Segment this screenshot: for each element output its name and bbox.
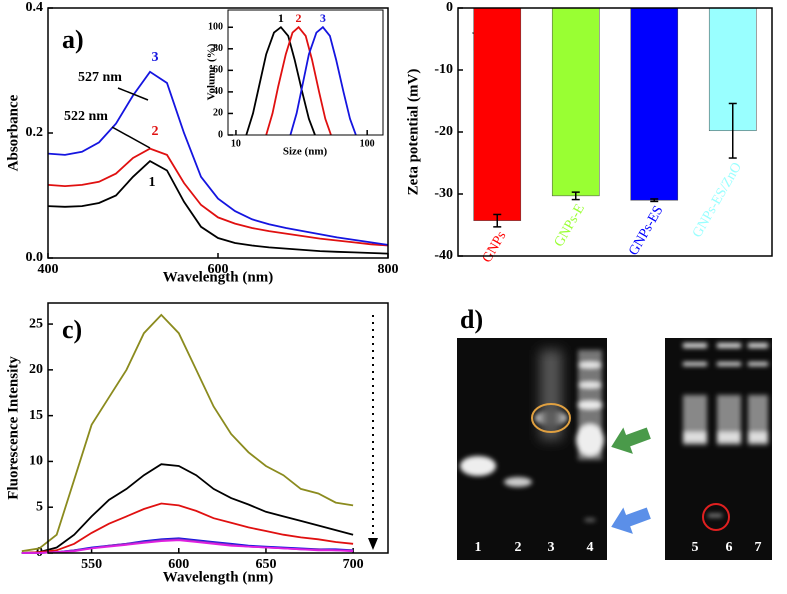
y-tick-label: 80: [213, 43, 223, 54]
y-tick-label: -20: [434, 124, 453, 139]
y-tick-label: 0: [218, 129, 223, 140]
lane-label: 4: [587, 540, 594, 555]
y-tick-label: 25: [29, 316, 43, 331]
arrow-head: [368, 538, 378, 550]
x-tick-label: 700: [343, 557, 364, 572]
curve-label: 1: [278, 11, 284, 25]
x-axis-label: Wavelength (nm): [163, 569, 273, 585]
line-series: [47, 147, 389, 247]
annotation-arrow: [117, 87, 149, 101]
y-tick-label: 5: [36, 499, 43, 514]
y-tick-label: 0: [446, 0, 453, 15]
y-tick-label: 20: [29, 362, 43, 377]
curve-label: 2: [296, 11, 302, 25]
plot-frame: [47, 302, 389, 554]
annotation-arrow: [111, 126, 151, 149]
line-series: [21, 463, 354, 554]
y-tick-label: 60: [213, 65, 223, 76]
y-tick-label: 15: [29, 408, 43, 423]
line-series: [47, 70, 389, 246]
y-tick-label: 20: [213, 108, 223, 119]
x-tick-label: GNPs-E: [552, 202, 588, 250]
y-tick-label: -30: [434, 186, 453, 201]
bar: [473, 7, 522, 221]
x-tick-label: 400: [38, 262, 59, 277]
line-series: [21, 313, 354, 553]
y-tick-label: 40: [213, 86, 223, 97]
x-tick-label: GNPs-ES: [626, 204, 666, 259]
x-tick-label: 600: [168, 557, 189, 572]
x-tick-label: 10: [231, 138, 241, 149]
y-tick-label: 0.2: [26, 125, 44, 140]
x-tick-label: 650: [255, 557, 276, 572]
x-tick-label: 600: [208, 262, 229, 277]
line-series: [265, 25, 332, 136]
bar: [551, 7, 600, 197]
plot-frame: [457, 7, 773, 257]
y-axis-label: Absorbance: [5, 94, 21, 171]
x-axis-label: Size (nm): [283, 146, 328, 158]
bar: [630, 7, 679, 201]
lane-label: 7: [755, 540, 762, 555]
line-series: [21, 539, 354, 554]
lane-label: 3: [548, 540, 555, 555]
y-axis-label: Volume (%): [206, 43, 218, 100]
x-tick-label: GNPs-ES/ZnO: [690, 160, 745, 240]
annotation: 527 nm: [78, 70, 122, 85]
x-tick-label: 100: [360, 138, 375, 149]
x-tick-label: 550: [81, 557, 102, 572]
curve-label: 1: [149, 175, 156, 190]
y-tick-label: 100: [208, 22, 223, 33]
line-series: [47, 159, 389, 255]
gel-image: [457, 338, 772, 560]
curve-label: 2: [152, 124, 159, 139]
plot-frame: [227, 9, 384, 136]
y-tick-label: -40: [434, 248, 453, 263]
x-axis-label: Wavelength (nm): [163, 269, 273, 285]
panel-label: d): [460, 305, 483, 334]
lane-label: 2: [515, 540, 522, 555]
line-series: [21, 502, 354, 554]
y-tick-label: -10: [434, 62, 453, 77]
plot-frame: [47, 7, 389, 259]
y-tick-label: 0.0: [26, 250, 44, 265]
lane-label: 5: [692, 540, 699, 555]
lane-label: 1: [475, 540, 482, 555]
lane-label: 6: [726, 540, 733, 555]
panel-label: a): [62, 25, 84, 54]
line-series: [245, 25, 316, 136]
x-tick-label: 800: [378, 262, 399, 277]
line-series: [289, 25, 357, 136]
curve-label: 3: [320, 11, 326, 25]
y-tick-label: 0.4: [26, 0, 44, 15]
annotation: 522 nm: [64, 109, 108, 124]
y-axis-label: Zeta potential (mV): [405, 69, 421, 196]
x-tick-label: GNPs: [480, 229, 510, 265]
panel-label: c): [62, 315, 82, 344]
y-axis-label: Fluorescence Intensity: [5, 356, 21, 500]
y-tick-label: 10: [29, 454, 43, 469]
curve-label: 3: [152, 50, 159, 65]
